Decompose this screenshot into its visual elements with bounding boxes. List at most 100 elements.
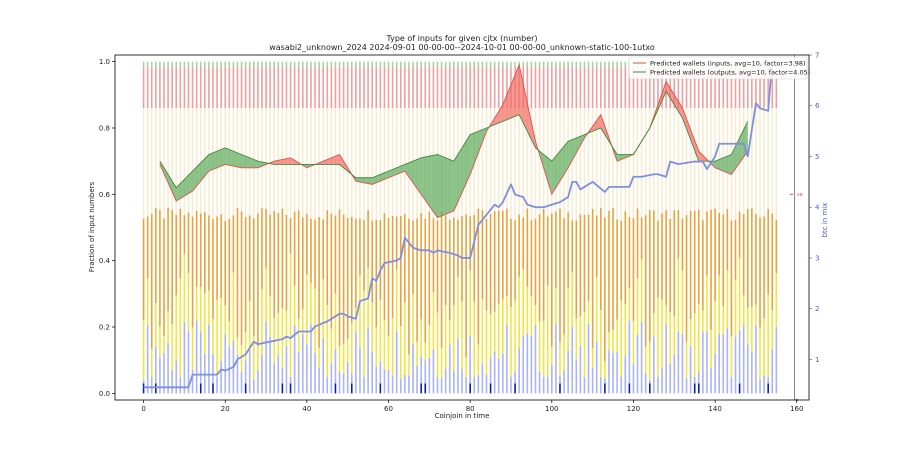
bar-segment [293, 383, 296, 394]
bar-segment [644, 215, 647, 347]
bar-segment [738, 211, 741, 258]
bar-segment [461, 369, 463, 384]
bar-segment [714, 66, 716, 109]
bar-segment [489, 61, 492, 67]
bar-segment [493, 108, 496, 212]
bar-segment [420, 356, 422, 384]
bar-segment [322, 383, 324, 394]
bar-segment [448, 61, 451, 67]
bar-segment [244, 331, 247, 361]
bar-segment [359, 218, 361, 276]
bar-segment [183, 215, 186, 255]
bar-segment [146, 278, 149, 326]
bar-segment [187, 66, 190, 109]
bar-segment [432, 66, 435, 109]
band-fill [502, 64, 520, 122]
bar-segment [257, 213, 259, 347]
bar-segment [199, 213, 202, 287]
bar-segment [326, 66, 329, 109]
bar-segment [420, 61, 422, 67]
bar-segment [665, 324, 667, 384]
bar-segment [150, 66, 153, 109]
bar-segment [387, 217, 390, 336]
bar-segment [628, 383, 631, 394]
bar-segment [391, 215, 394, 319]
x-tick-label: 60 [384, 405, 393, 413]
bar-segment [273, 108, 276, 211]
bar-segment [436, 61, 439, 67]
bar-segment [159, 209, 161, 327]
bar-segment [710, 66, 712, 109]
bar-segment [702, 331, 704, 384]
bar-segment [583, 61, 586, 67]
bar-segment [681, 218, 684, 271]
bar-segment [248, 383, 251, 394]
bar-segment [212, 354, 214, 384]
bar-segment [469, 383, 471, 394]
bar-segment [232, 215, 235, 273]
bar-segment [253, 218, 255, 336]
bar-segment [391, 375, 394, 384]
bar-segment [514, 383, 516, 394]
bar-segment [257, 108, 259, 214]
right-axis-ticks: 1 2 3 4 5 6 7 [809, 52, 820, 364]
bar-segment [212, 61, 214, 67]
bar-segment [159, 383, 161, 394]
bar-segment [167, 207, 169, 312]
bar-segment [224, 383, 227, 394]
bar-segment [310, 324, 312, 384]
band-fill [323, 154, 340, 165]
bar-segment [424, 66, 427, 109]
bar-segment [473, 376, 476, 384]
bar-segment [257, 61, 259, 67]
bar-segment [477, 61, 480, 67]
bar-segment [473, 301, 476, 377]
bar-segment [142, 61, 145, 67]
bar-segment [681, 333, 684, 384]
bar-segment [342, 61, 345, 67]
bar-segment [265, 66, 267, 109]
bar-segment [248, 350, 251, 384]
bar-segment [379, 61, 382, 67]
bar-segment [159, 66, 161, 109]
bar-segment [424, 342, 427, 361]
bar-segment [632, 108, 635, 219]
bar-segment [775, 219, 778, 273]
bar-segment [624, 108, 627, 212]
bar-segment [612, 61, 614, 67]
bar-segment [155, 66, 157, 109]
bar-segment [493, 66, 496, 109]
bar-segment [518, 108, 520, 215]
bar-segment [689, 210, 692, 320]
bar-segment [171, 108, 173, 211]
bar-segment [661, 367, 663, 384]
bar-segment [342, 373, 345, 384]
bar-segment [681, 383, 684, 394]
bar-segment [383, 66, 386, 109]
bar-segment [232, 383, 235, 394]
bar-segment [710, 383, 712, 394]
bar-segment [526, 108, 529, 209]
bar-segment [187, 61, 190, 67]
bar-segment [563, 383, 565, 394]
bar-segment [412, 294, 414, 345]
bar-segment [228, 218, 231, 322]
bar-segment [436, 220, 439, 313]
bar-segment [563, 66, 565, 109]
bar-segment [432, 218, 435, 293]
bar-segment [432, 383, 435, 394]
bar-segment [212, 383, 214, 394]
bar-segment [493, 61, 496, 67]
bar-segment [767, 108, 769, 209]
bar-segment [412, 66, 414, 109]
bar-segment [530, 383, 533, 394]
bar-segment [408, 66, 410, 109]
bar-segment [542, 383, 545, 394]
bar-segment [367, 61, 369, 67]
bar-segment [469, 270, 471, 337]
bar-segment [395, 383, 398, 394]
bar-segment [395, 61, 398, 67]
bar-segment [481, 210, 484, 300]
bar-segment [477, 108, 480, 209]
bar-segment [232, 272, 235, 341]
